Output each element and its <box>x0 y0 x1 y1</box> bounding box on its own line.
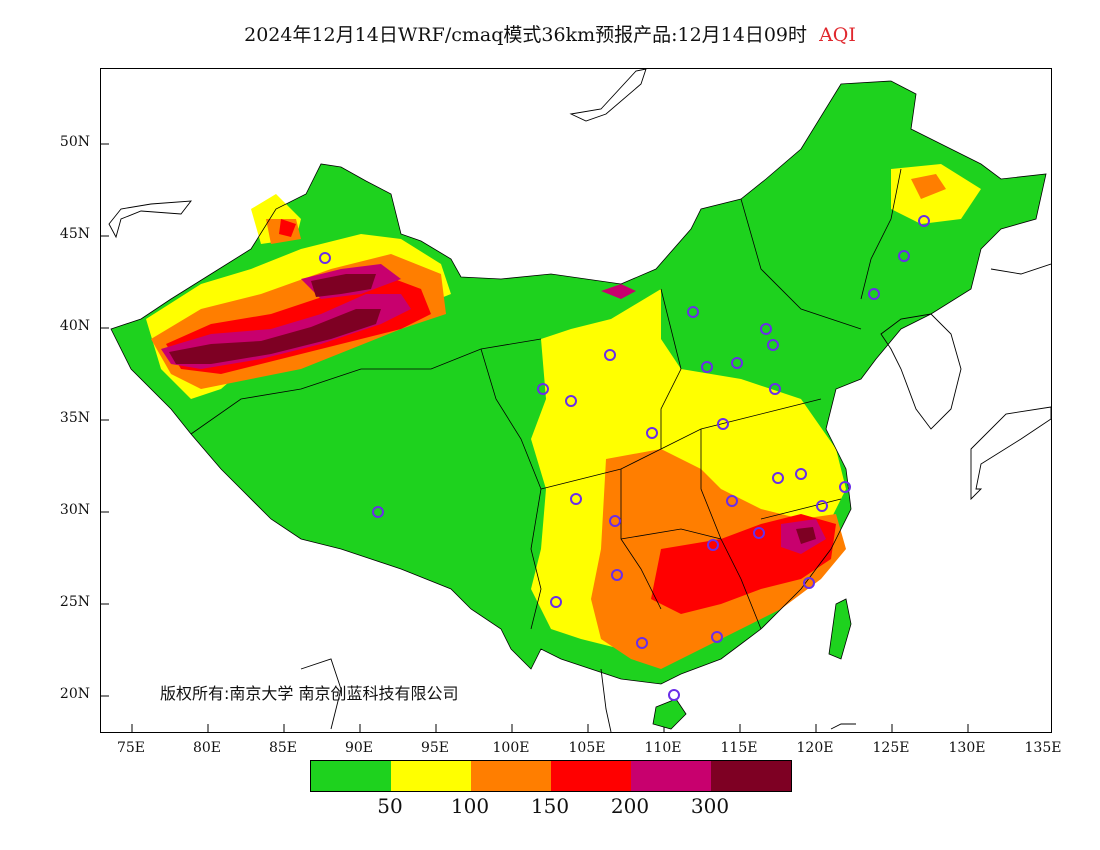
legend-swatch-usg <box>471 761 551 791</box>
lat-label-45n: 45N <box>59 226 90 242</box>
lon-label-80e: 80E <box>192 740 222 756</box>
lon-label-85e: 85E <box>268 740 298 756</box>
lon-label-90e: 90E <box>344 740 374 756</box>
region-hainan <box>653 699 686 729</box>
legend-label-100: 100 <box>450 794 490 818</box>
coastlines <box>108 69 1051 732</box>
legend-swatch-hazardous <box>711 761 791 791</box>
map-area[interactable] <box>100 68 1052 733</box>
boundaries <box>110 80 1047 730</box>
lon-label-135e: 135E <box>1024 740 1062 756</box>
map-title: 2024年12月14日WRF/cmaq模式36km预报产品:12月14日09时 … <box>0 20 1100 47</box>
lon-label-95e: 95E <box>420 740 450 756</box>
lat-label-35n: 35N <box>59 410 90 426</box>
station-markers[interactable] <box>319 215 930 701</box>
legend-label-50: 50 <box>377 794 403 818</box>
lat-label-25n: 25N <box>59 594 90 610</box>
lat-label-50n: 50N <box>59 134 90 150</box>
aqi-legend-colorbar <box>310 760 792 792</box>
legend-swatch-good <box>311 761 391 791</box>
region-taiwan <box>829 599 851 659</box>
legend-swatch-unhealthy <box>551 761 631 791</box>
lat-label-40n: 40N <box>59 318 90 334</box>
lon-label-120e: 120E <box>796 740 834 756</box>
region-hazardous <box>169 274 816 544</box>
lat-label-30n: 30N <box>59 502 90 518</box>
legend-swatch-very-unhealthy <box>631 761 711 791</box>
copyright-credit: 版权所有:南京大学 南京创蓝科技有限公司 <box>160 684 459 703</box>
lon-label-125e: 125E <box>872 740 910 756</box>
lon-label-75e: 75E <box>116 740 146 756</box>
lon-label-105e: 105E <box>568 740 606 756</box>
title-main: 2024年12月14日WRF/cmaq模式36km预报产品:12月14日09时 <box>244 24 808 46</box>
legend-label-300: 300 <box>690 794 730 818</box>
legend-label-150: 150 <box>530 794 570 818</box>
legend-swatch-moderate <box>391 761 471 791</box>
legend-label-200: 200 <box>610 794 650 818</box>
lon-label-100e: 100E <box>492 740 530 756</box>
lat-label-20n: 20N <box>59 686 90 702</box>
aqi-map <box>101 69 1051 732</box>
lon-label-110e: 110E <box>644 740 682 756</box>
lon-label-115e: 115E <box>720 740 758 756</box>
lon-label-130e: 130E <box>948 740 986 756</box>
axis-ticks <box>101 143 969 732</box>
title-variable: AQI <box>819 24 856 46</box>
